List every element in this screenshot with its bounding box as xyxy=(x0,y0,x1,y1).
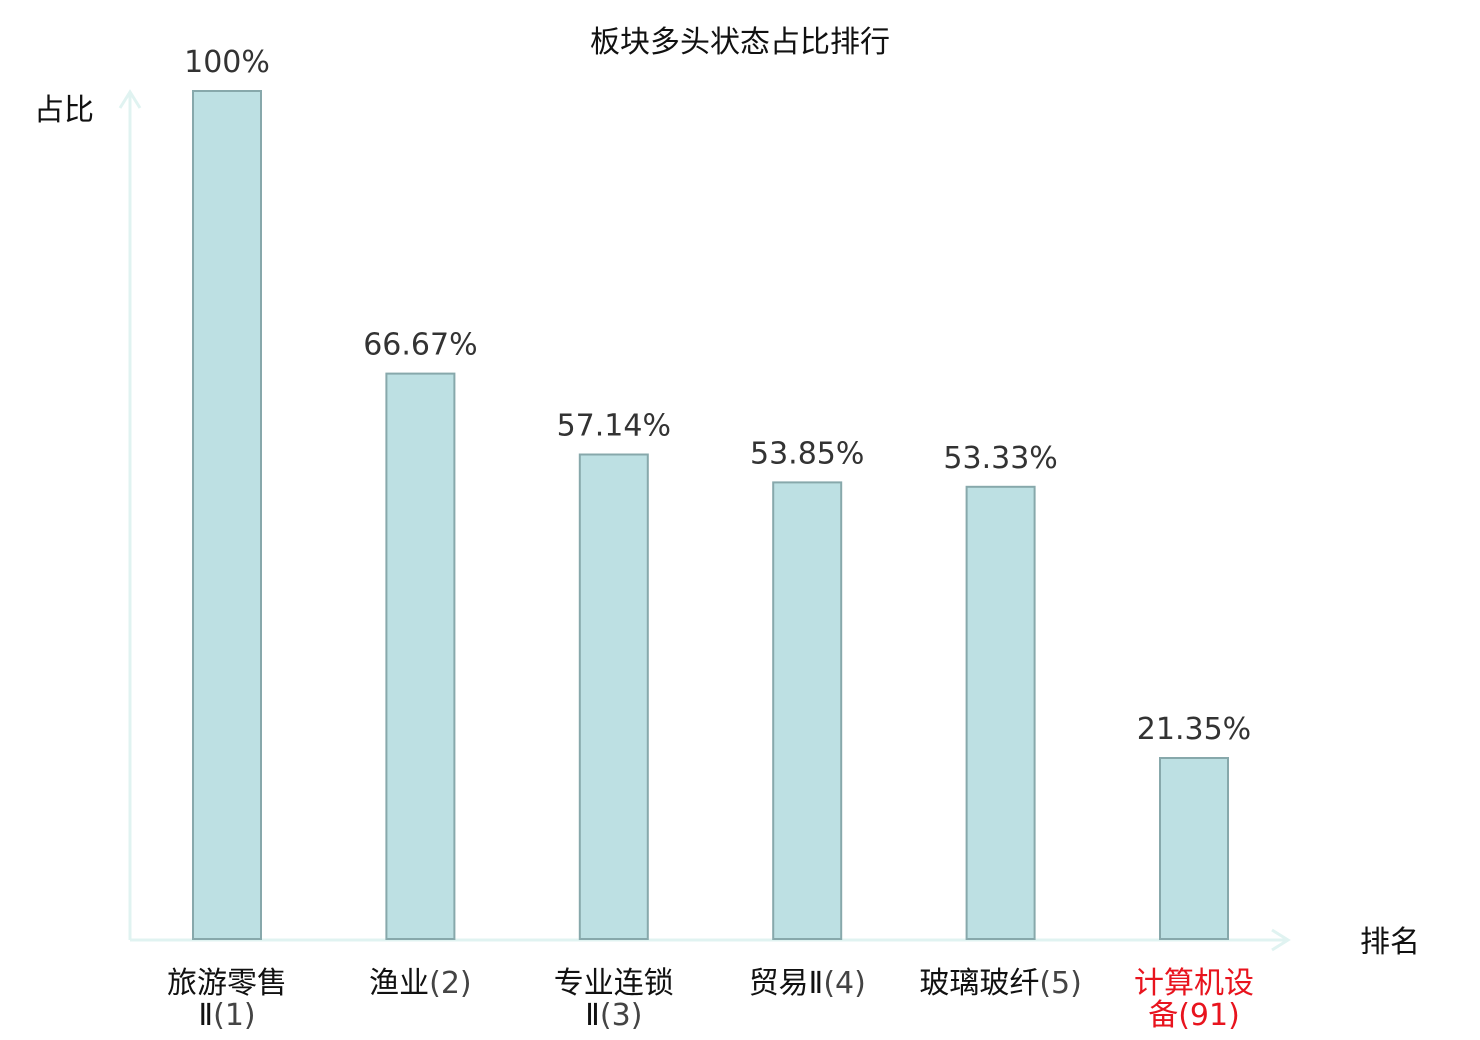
category-name-line1: 计算机设 xyxy=(1134,966,1254,1001)
category-rank: (2) xyxy=(429,966,472,1001)
category-label: 专业连锁 Ⅱ(3) xyxy=(554,966,674,1033)
category-name: 渔业 xyxy=(369,966,429,1001)
bar-value-label: 57.14% xyxy=(557,409,671,444)
x-axis-label: 排名 xyxy=(1360,925,1420,960)
category-label: 旅游零售 Ⅱ(1) xyxy=(167,966,287,1033)
value-labels: 100% 66.67% 57.14% 53.85% 53.33% 21.35% xyxy=(184,45,1251,747)
bar xyxy=(965,485,1036,940)
category-name-line2: Ⅱ xyxy=(198,998,213,1033)
category-name-line2: Ⅱ xyxy=(585,998,600,1033)
category-rank: (3) xyxy=(600,998,643,1033)
bar-value-label: 100% xyxy=(184,45,270,80)
bar-value-label: 53.85% xyxy=(750,436,864,471)
category-label: 计算机设备(91) xyxy=(1134,966,1254,1033)
bar xyxy=(1159,757,1229,940)
bar xyxy=(192,90,262,940)
category-labels: 旅游零售 Ⅱ(1)渔业(2) 专业连锁 Ⅱ(3)贸易Ⅱ(4) 玻璃玻纤(5) 计算机设备(… xyxy=(167,966,1254,1033)
bar-series xyxy=(192,90,1229,941)
bar xyxy=(772,481,843,940)
bar-value-label: 66.67% xyxy=(363,328,477,363)
category-rank: (4) xyxy=(823,966,866,1001)
chart-title: 板块多头状态占比排行 xyxy=(590,25,890,60)
category-name-line1: 专业连锁 xyxy=(554,966,674,1001)
category-name-line1: 旅游零售 xyxy=(167,966,287,1001)
x-axis-arrowhead xyxy=(1271,928,1291,952)
category-rank: (5) xyxy=(1039,966,1082,1001)
category-name: 贸易Ⅱ xyxy=(749,966,824,1001)
category-label: 渔业(2) xyxy=(369,966,472,1001)
y-axis xyxy=(118,89,142,940)
category-name-line2: 备 xyxy=(1148,998,1178,1033)
bar-value-label: 53.33% xyxy=(943,441,1057,476)
bar xyxy=(385,372,456,941)
bar-value-label: 21.35% xyxy=(1137,712,1251,747)
category-label: 贸易Ⅱ(4) xyxy=(749,966,866,1001)
category-name: 玻璃玻纤 xyxy=(919,966,1039,1001)
x-axis xyxy=(130,928,1291,952)
y-axis-label: 占比 xyxy=(34,93,94,128)
y-axis-arrowhead xyxy=(118,89,142,109)
bar xyxy=(578,453,649,940)
category-rank: (1) xyxy=(213,998,256,1033)
category-label: 玻璃玻纤(5) xyxy=(919,966,1082,1001)
category-rank: (91) xyxy=(1178,998,1240,1033)
